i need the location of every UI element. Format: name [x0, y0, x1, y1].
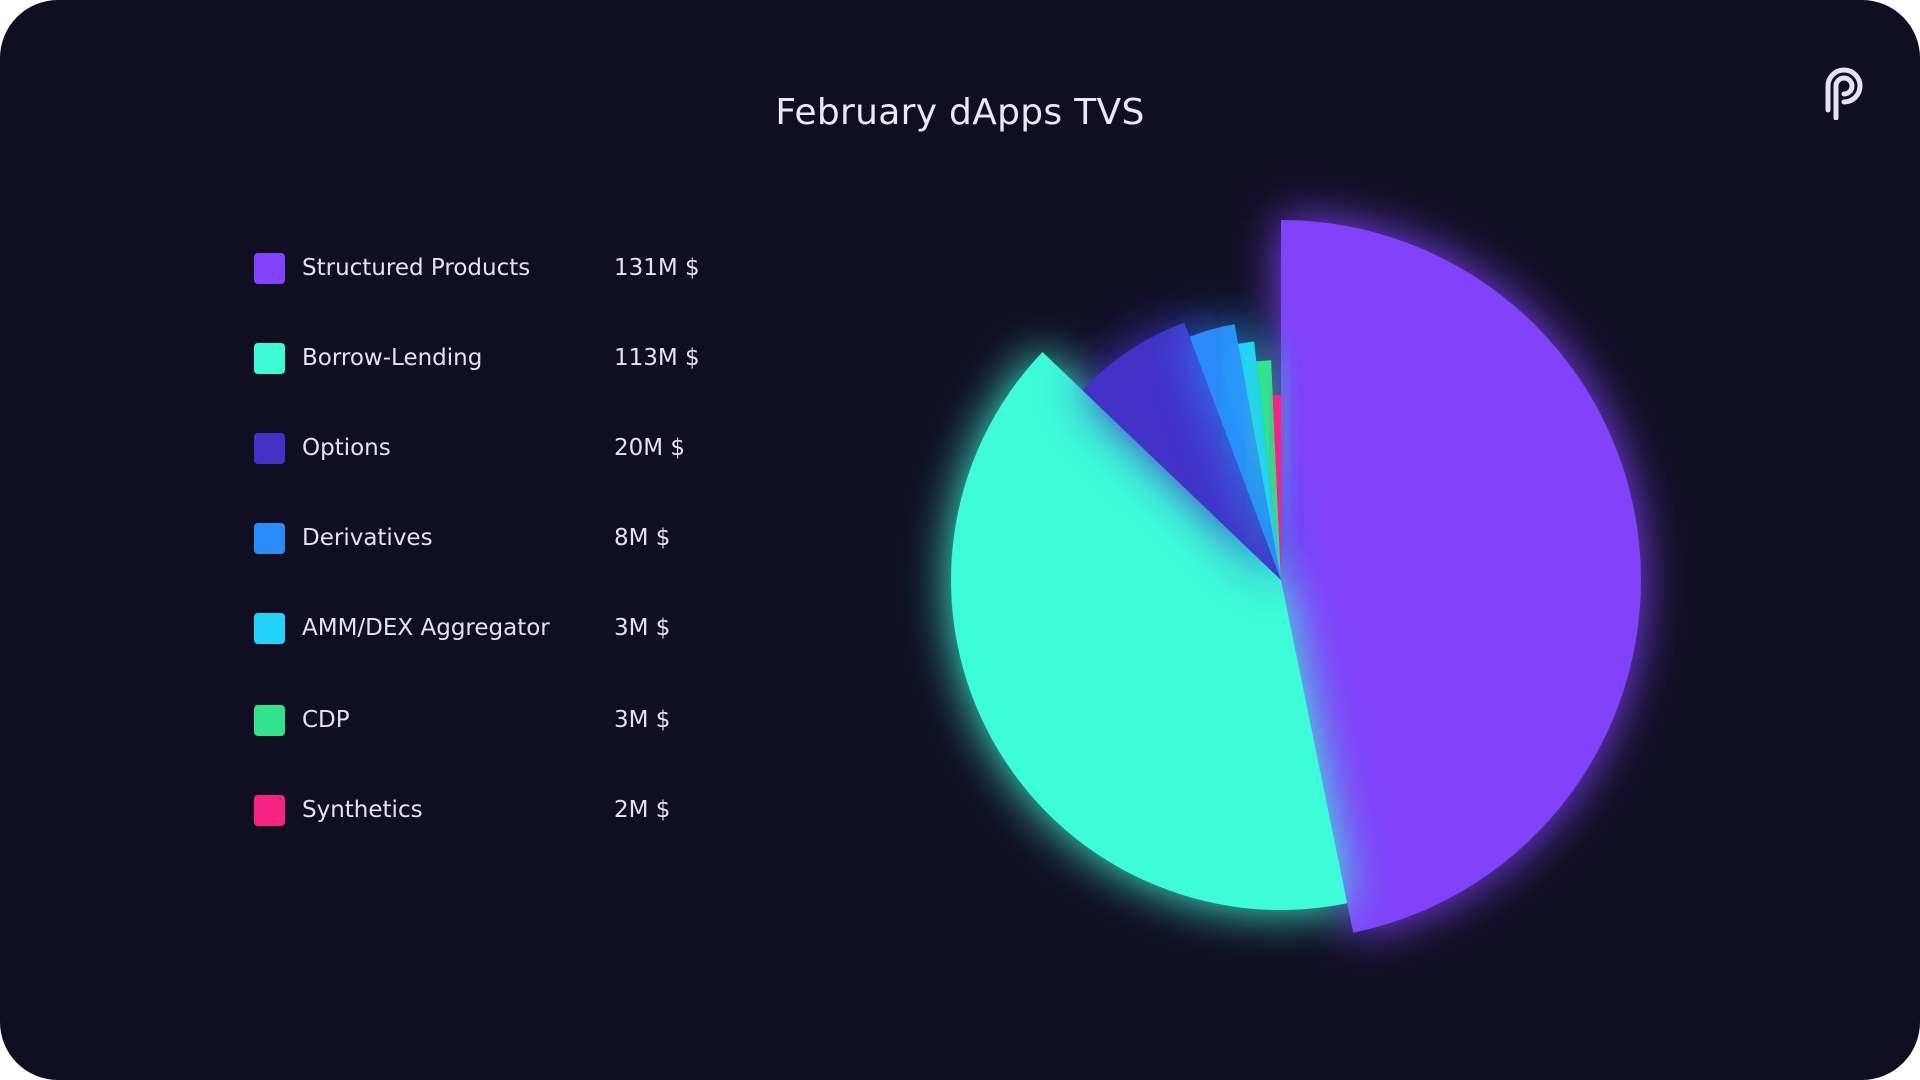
legend-swatch [254, 342, 285, 374]
legend-item: AMM/DEX Aggregator 3M $ [254, 610, 714, 646]
legend-value: 131M $ [614, 255, 700, 281]
legend-item: Structured Products 131M $ [254, 250, 714, 286]
legend-swatch [254, 612, 285, 644]
pyth-logo-icon [1825, 67, 1863, 120]
pie-slice [1272, 395, 1281, 580]
legend-value: 113M $ [614, 345, 700, 371]
pie-slice [951, 351, 1348, 910]
legend-label: Options [302, 435, 391, 461]
legend-label: AMM/DEX Aggregator [302, 615, 550, 641]
legend-value: 20M $ [614, 435, 686, 461]
legend-item: Derivatives 8M $ [254, 520, 714, 556]
pie-slice [1256, 360, 1281, 580]
pie-slice [1238, 341, 1281, 580]
legend-label: Borrow-Lending [302, 345, 483, 371]
legend-swatch [254, 794, 285, 826]
legend-swatch [254, 252, 285, 284]
legend-swatch [254, 432, 285, 464]
legend-swatch [254, 704, 285, 736]
pie-slice [1281, 220, 1641, 933]
legend-value: 8M $ [614, 525, 671, 551]
chart-title: February dApps TVS [775, 92, 1145, 133]
legend-value: 2M $ [614, 797, 671, 823]
legend-swatch [254, 522, 285, 554]
legend-label: Structured Products [302, 255, 531, 281]
legend-item: Borrow-Lending 113M $ [254, 340, 714, 376]
legend-value: 3M $ [614, 707, 671, 733]
legend-value: 3M $ [614, 615, 671, 641]
pie-slice [1082, 322, 1281, 580]
legend-label: CDP [302, 707, 350, 733]
pie-slice [1189, 324, 1281, 580]
legend-item: CDP 3M $ [254, 702, 714, 738]
legend-item: Options 20M $ [254, 430, 714, 466]
legend-item: Synthetics 2M $ [254, 792, 714, 828]
legend-label: Synthetics [302, 797, 423, 823]
legend-label: Derivatives [302, 525, 433, 551]
